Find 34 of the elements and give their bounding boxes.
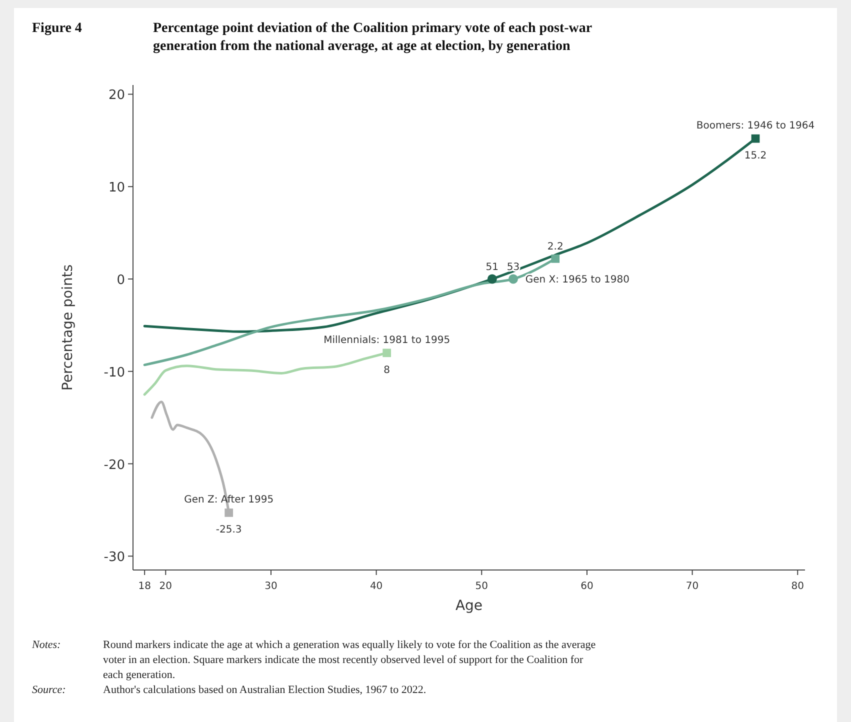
text: Author's calculations based on Australian Election Studies, 1967 to 2022.	[103, 684, 426, 696]
x-tick-label: 40	[370, 581, 383, 592]
text: Round markers indicate the age at which a generation was equally likely to vote for the Coalition as the average voter in an election. Square markers indicate the most recently observed level of support for the Coalition for each generation.	[103, 639, 596, 681]
series-label: Gen X: 1965 to 1980	[525, 274, 630, 286]
chart-title: Percentage point deviation of the Coalition primary vote of each post-war generation from the national average, at age at election, by generation	[153, 21, 592, 54]
y-tick-label: -20	[104, 458, 125, 473]
annotation: 8	[384, 364, 390, 376]
x-tick-label: 30	[264, 581, 278, 592]
annotation: 53	[506, 262, 520, 273]
text: Notes:	[31, 639, 61, 651]
x-tick-label: 60	[580, 581, 594, 592]
caption: Figure 4	[32, 21, 82, 36]
source-note: Source:	[32, 684, 66, 696]
data-label: -25.3	[216, 524, 242, 536]
annotation: 51	[486, 262, 499, 273]
y-axis-title: Percentage points	[60, 264, 76, 391]
x-tick-label: 80	[791, 581, 804, 592]
y-tick-label: 0	[116, 273, 125, 288]
series-label: Boomers: 1946 to 1964	[696, 120, 815, 132]
x-tick-label: 18	[138, 581, 151, 592]
x-tick-label: 20	[159, 581, 172, 592]
y-tick-label: 20	[108, 88, 125, 104]
x-axis-title: Age	[455, 598, 483, 614]
data-label: 2.2	[547, 242, 564, 253]
point	[382, 348, 392, 358]
series-label: Gen Z: After 1995	[184, 494, 274, 506]
x-tick-label: 50	[475, 581, 488, 592]
y-tick-label: 10	[108, 180, 125, 196]
y-tick-label: -10	[104, 365, 125, 380]
y-tick-label: -30	[104, 550, 125, 566]
data-label: 15.2	[744, 150, 767, 162]
point	[224, 508, 234, 517]
series-label: Millennials: 1981 to 1995	[324, 334, 450, 346]
x-tick-label: 70	[686, 581, 699, 592]
